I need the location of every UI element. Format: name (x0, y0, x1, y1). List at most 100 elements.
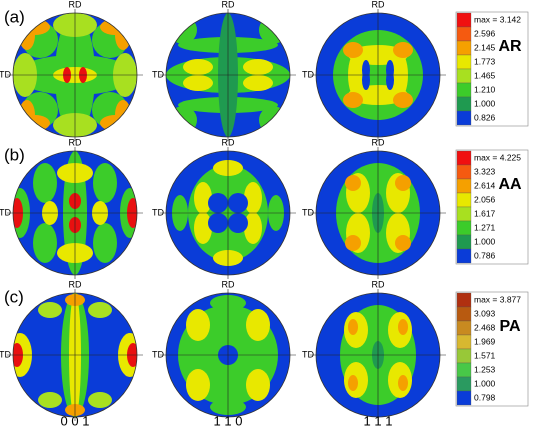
legend-swatch (456, 220, 472, 236)
legend-max: max = 3.142 (474, 14, 521, 24)
td-label: TD (0, 69, 11, 79)
contour (38, 302, 62, 318)
td-label: TD (0, 207, 11, 217)
rd-label: RD (222, 279, 235, 289)
contour (259, 16, 287, 44)
legend-level: 3.323 (474, 166, 496, 176)
column-label: 1 1 0 (214, 413, 243, 428)
contour (244, 182, 262, 214)
legend-swatch (456, 362, 472, 378)
contour (93, 223, 117, 263)
contour (93, 163, 117, 203)
contour (343, 92, 363, 108)
legend-max: max = 3.877 (474, 294, 521, 304)
contour (243, 59, 273, 75)
column-label: 1 1 1 (364, 413, 393, 428)
contour (115, 20, 131, 50)
sample-name: AR (498, 38, 522, 55)
legend-level: 1.253 (474, 364, 496, 374)
contour (169, 106, 197, 134)
contour (88, 392, 112, 408)
contour (183, 59, 213, 75)
pole-figure (310, 147, 446, 279)
legend-swatch (456, 96, 472, 112)
sample-name: AA (498, 176, 522, 193)
contour (183, 75, 213, 91)
rd-label: RD (222, 137, 235, 147)
contour (194, 212, 212, 244)
rd-label: RD (69, 137, 82, 147)
legend-level: 2.596 (474, 28, 496, 38)
legend-swatch (456, 178, 472, 194)
legend-swatch (456, 82, 472, 98)
legend-swatch (456, 206, 472, 222)
contour (343, 42, 363, 58)
legend-level: 1.000 (474, 98, 496, 108)
legend-swatch (456, 390, 472, 406)
contour (186, 309, 210, 341)
legend-level: 3.093 (474, 308, 496, 318)
td-label: TD (302, 349, 314, 359)
legend-swatch (456, 54, 472, 70)
legend-level: 1.571 (474, 350, 496, 360)
legend-swatch (456, 164, 472, 180)
legend-level: 1.773 (474, 56, 496, 66)
legend-swatch (456, 12, 472, 28)
legend-level: 1.617 (474, 208, 496, 218)
td-label: TD (0, 349, 11, 359)
panel-label: (a) (4, 7, 25, 26)
pole-figure (310, 9, 446, 141)
rd-label: RD (372, 279, 385, 289)
legend-level: 1.000 (474, 236, 496, 246)
contour (208, 213, 228, 233)
legend-level: 2.056 (474, 194, 496, 204)
legend-swatch (456, 348, 472, 364)
td-label: TD (302, 207, 314, 217)
legend-level: 0.798 (474, 392, 496, 402)
contour (20, 115, 50, 131)
column-label: 0 0 1 (61, 413, 90, 428)
legend-level: 1.271 (474, 222, 496, 232)
contour (348, 319, 358, 335)
legend-level: 2.145 (474, 42, 496, 52)
contour (228, 213, 248, 233)
contour (33, 163, 57, 203)
pole-figure (160, 9, 296, 141)
contour (243, 75, 273, 91)
legend-level: 2.614 (474, 180, 496, 190)
legend-swatch (456, 110, 472, 126)
legend-swatch (456, 40, 472, 56)
contour (398, 319, 408, 335)
contour (246, 369, 270, 401)
contour (246, 309, 270, 341)
pole-figure (310, 289, 446, 421)
contour (19, 100, 35, 130)
contour (393, 92, 413, 108)
legend-swatch (456, 68, 472, 84)
legend-level: 0.786 (474, 250, 496, 260)
contour (228, 193, 248, 213)
panel-label: (c) (4, 287, 24, 306)
legend-swatch (456, 334, 472, 350)
contour (115, 100, 131, 130)
rd-label: RD (222, 0, 235, 9)
legend-swatch (456, 248, 472, 264)
legend-level: 2.468 (474, 322, 496, 332)
td-label: TD (152, 349, 164, 359)
pole-figure (160, 289, 296, 421)
contour (88, 302, 112, 318)
legend-level: 0.826 (474, 112, 496, 122)
contour (395, 175, 411, 191)
legend-max: max = 4.225 (474, 152, 521, 162)
contour (186, 369, 210, 401)
legend-swatch (456, 376, 472, 392)
contour (259, 106, 287, 134)
contour (244, 212, 262, 244)
td-label: TD (302, 69, 314, 79)
contour (194, 182, 212, 214)
contour (345, 235, 361, 251)
legend-level: 1.210 (474, 84, 496, 94)
legend-swatch (456, 234, 472, 250)
legend-swatch (456, 192, 472, 208)
